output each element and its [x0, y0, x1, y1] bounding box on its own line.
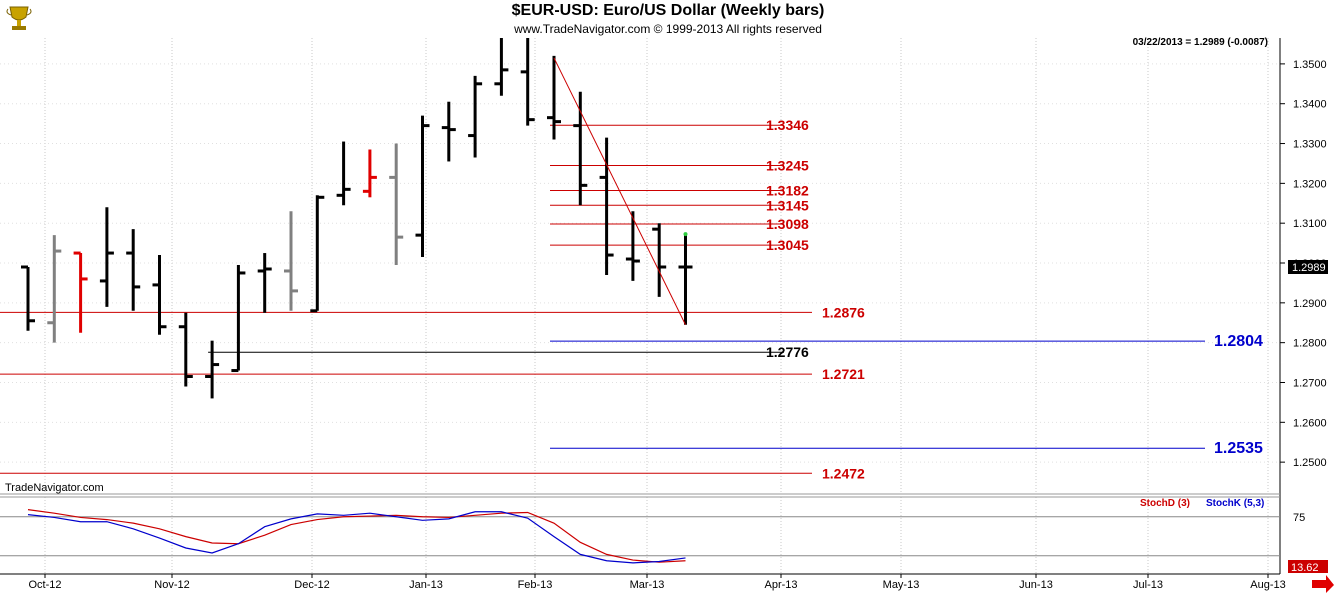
level-label: 1.2721: [822, 366, 865, 382]
x-tick-label: Jan-13: [409, 579, 443, 591]
trophy-icon: [4, 3, 34, 33]
price-bars: [21, 38, 693, 399]
chart-title: $EUR-USD: Euro/US Dollar (Weekly bars): [511, 2, 825, 19]
level-label: 1.3045: [766, 237, 809, 253]
x-tick-label: Jun-13: [1019, 579, 1053, 591]
ohlc-bar: [494, 38, 509, 96]
level-label: 1.3346: [766, 117, 809, 133]
level-label: 1.2472: [822, 465, 865, 481]
y-tick-label: 1.3400: [1293, 99, 1327, 111]
level-label: 1.3245: [766, 157, 809, 173]
level-label: 1.3182: [766, 183, 809, 199]
x-tick-label: Apr-13: [764, 579, 797, 591]
ohlc-bar: [178, 312, 193, 387]
ohlc-bar: [547, 55, 561, 140]
last-price-box: [1288, 259, 1328, 274]
ohlc-bar: [468, 75, 483, 158]
x-tick-label: Aug-13: [1250, 579, 1285, 591]
ohlc-bar: [678, 235, 693, 325]
stoch-last-label: 13.62: [1291, 562, 1319, 574]
new-high-marker-icon: [683, 232, 688, 237]
ohlc-bar: [99, 207, 114, 307]
level-label: 1.2804: [1214, 333, 1263, 350]
ohlc-bar: [362, 149, 377, 198]
legend-stochk: StochK (5,3): [1206, 498, 1264, 509]
ohlc-bar: [652, 223, 667, 297]
level-label: 1.2776: [766, 344, 809, 360]
ohlc-bar: [599, 137, 614, 275]
stoch-series-line: [27, 509, 686, 563]
x-tick-label: Dec-12: [294, 579, 329, 591]
stochastic-panel: 75 StochD (3) StochK (5,3) 13.62: [0, 493, 1328, 574]
ohlc-bar: [625, 211, 640, 281]
ohlc-bar: [520, 38, 535, 126]
price-axis: 1.35001.34001.33001.32001.31001.30001.29…: [1279, 38, 1336, 594]
stoch-tick-label: 75: [1293, 512, 1305, 524]
x-tick-label: Nov-12: [154, 579, 189, 591]
x-tick-label: Feb-13: [518, 579, 553, 591]
scroll-right-arrow-icon[interactable]: [1312, 575, 1334, 593]
y-tick-label: 1.2800: [1293, 338, 1327, 350]
ohlc-bar: [310, 195, 325, 313]
ohlc-bar: [126, 229, 141, 311]
y-tick-label: 1.2900: [1293, 298, 1327, 310]
y-tick-label: 1.2500: [1293, 457, 1327, 469]
trendline-segment: [553, 57, 686, 325]
ohlc-bar: [415, 115, 430, 258]
x-tick-label: Mar-13: [630, 579, 665, 591]
y-tick-label: 1.3300: [1293, 139, 1327, 151]
ohlc-bar: [284, 211, 298, 311]
x-tick-label: Jul-13: [1133, 579, 1163, 591]
y-tick-label: 1.3200: [1293, 178, 1327, 190]
ohlc-bar: [257, 253, 272, 313]
last-price-label: 1.2989: [1292, 262, 1326, 274]
y-tick-label: 1.3100: [1293, 218, 1327, 230]
price-plot-background: [0, 38, 1280, 494]
level-label: 1.3145: [766, 197, 809, 213]
ohlc-bar: [389, 143, 404, 266]
y-tick-label: 1.2600: [1293, 417, 1327, 429]
ohlc-bar: [441, 101, 456, 162]
watermark-text: TradeNavigator.com: [5, 482, 104, 494]
level-label: 1.2876: [822, 304, 865, 320]
level-label: 1.3098: [766, 216, 809, 232]
copyright-text: www.TradeNavigator.com © 1999-2013 All r…: [514, 22, 822, 36]
legend-stochd: StochD (3): [1140, 498, 1190, 509]
ohlc-bar: [21, 265, 35, 331]
ohlc-bar: [47, 235, 62, 343]
x-tick-label: Oct-12: [28, 579, 61, 591]
date-axis: Oct-12 Nov-12 Dec-12 Jan-13 Feb-13 Mar-13 Apr-…: [0, 573, 1286, 591]
stoch-series-line: [27, 511, 686, 564]
y-tick-label: 1.3500: [1293, 59, 1327, 71]
ohlc-bar: [231, 265, 246, 373]
x-tick-label: May-13: [883, 579, 920, 591]
grid-lines: [0, 38, 1280, 574]
axis-background: [1280, 38, 1336, 594]
trendline: [553, 57, 686, 325]
ohlc-bar: [73, 251, 88, 333]
y-tick-label: 1.2700: [1293, 377, 1327, 389]
last-price-status: 03/22/2013 = 1.2989 (-0.0087): [1132, 37, 1268, 48]
level-label: 1.2535: [1214, 440, 1263, 457]
stoch-last-box: [1288, 560, 1328, 573]
ohlc-bar: [152, 255, 167, 335]
ohlc-bar: [205, 340, 220, 399]
ohlc-bar: [336, 141, 351, 206]
